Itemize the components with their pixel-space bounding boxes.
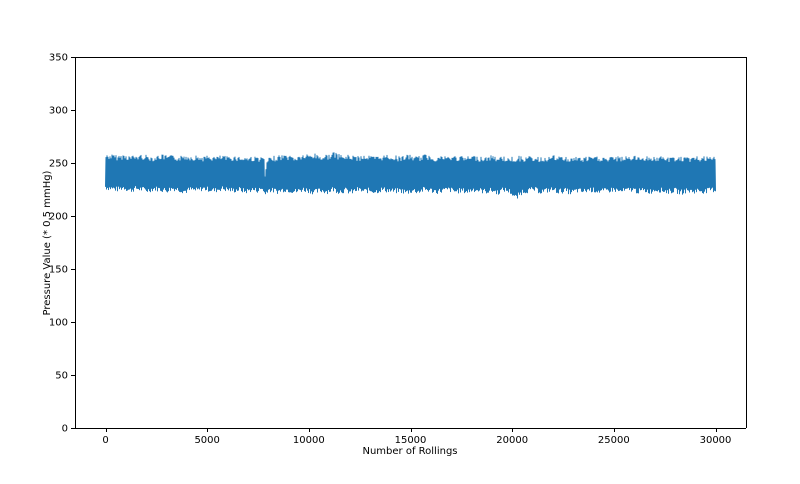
y-axis-label: Pressure Value (* 0.5 mmHg) [42,170,53,315]
y-tick-label: 300 [49,106,68,117]
x-tick-label: 30000 [700,435,732,446]
x-ticks-group: 0 5000 10000 15000 20000 25000 30000 [102,428,731,446]
y-tick-label: 200 [49,212,68,223]
x-tick-label: 25000 [598,435,630,446]
x-axis-label: Number of Rollings [362,446,457,457]
x-tick-label: 0 [102,435,108,446]
y-tick-label: 350 [49,53,68,64]
y-tick-label: 150 [49,265,68,276]
plot-area-background [75,57,746,428]
series-group [105,152,716,199]
y-tick-label: 50 [55,371,68,382]
x-tick-label: 10000 [293,435,325,446]
y-ticks-group: 0 50 100 150 200 250 300 350 [49,53,75,435]
y-tick-label: 0 [62,424,68,435]
series-line-pressure [105,152,716,199]
x-tick-label: 20000 [496,435,528,446]
x-tick-label: 5000 [194,435,219,446]
y-tick-label: 100 [49,318,68,329]
x-tick-label: 15000 [395,435,427,446]
y-tick-label: 250 [49,159,68,170]
